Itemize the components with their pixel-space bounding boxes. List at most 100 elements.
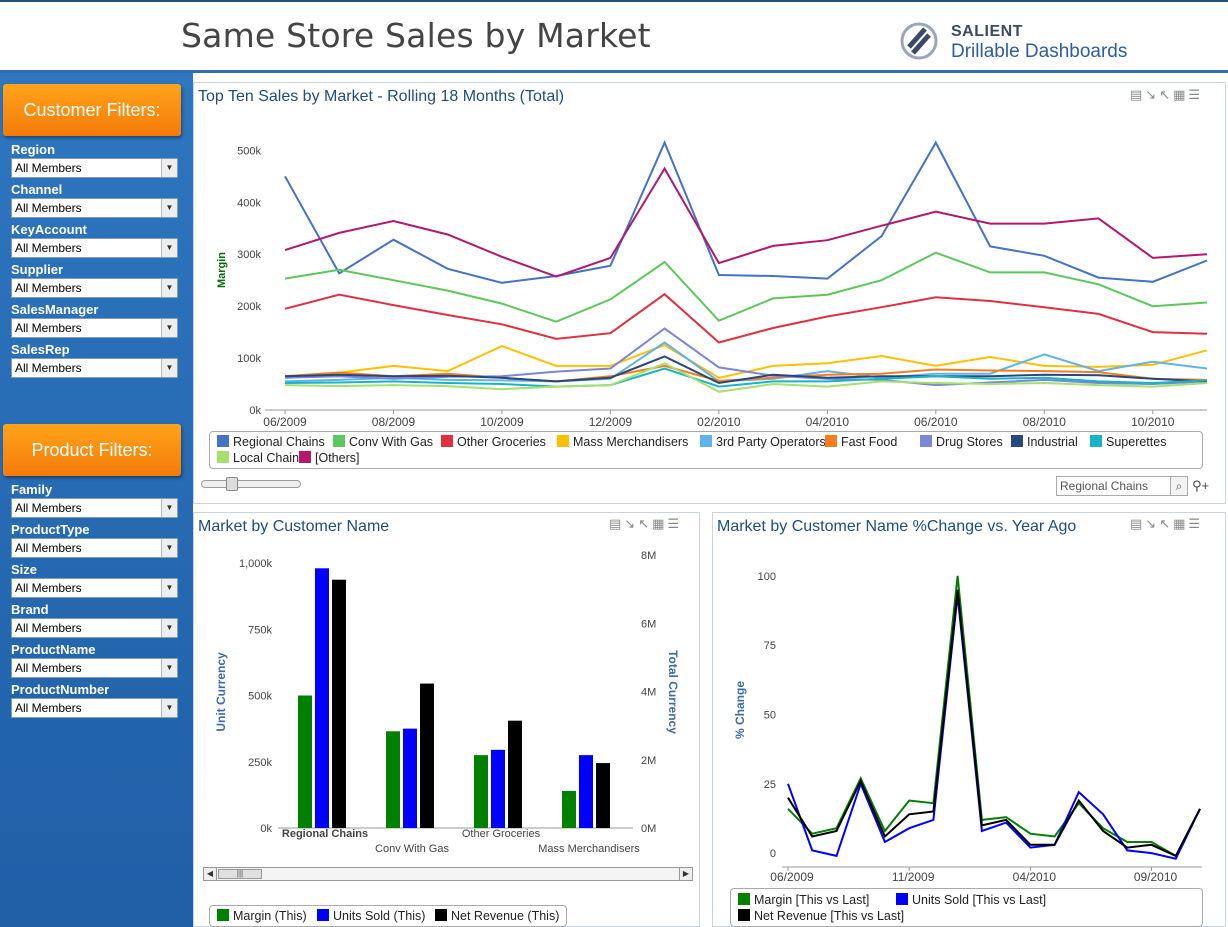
category-label[interactable]: Other Groceries: [462, 828, 541, 840]
category-label[interactable]: Regional Chains: [282, 828, 368, 840]
chevron-down-icon[interactable]: ▼: [161, 199, 177, 217]
legend-item-industrial[interactable]: Industrial: [1011, 435, 1078, 449]
slider-handle[interactable]: [226, 477, 238, 491]
category-label[interactable]: Conv With Gas: [375, 843, 449, 855]
series-line-regional-chains[interactable]: [284, 140, 1208, 284]
legend-item-margin-this[interactable]: Margin (This): [217, 909, 307, 923]
bar-units-sold-this-regional-chains[interactable]: [315, 568, 329, 828]
drill-up-icon[interactable]: ↖: [1159, 87, 1171, 102]
filter-select-brand[interactable]: All Members ▼: [11, 618, 178, 638]
filter-value: All Members: [15, 201, 82, 215]
chevron-down-icon[interactable]: ▼: [161, 579, 177, 597]
filter-select-family[interactable]: All Members ▼: [11, 498, 178, 518]
filter-select-keyaccount[interactable]: All Members ▼: [11, 238, 178, 258]
pct-change-chart: 0 25 50 75 100 % Change 06/2009 11/2009 04/2010 0…: [733, 571, 1202, 884]
chevron-down-icon[interactable]: ▼: [161, 539, 177, 557]
legend-item-local-chains[interactable]: Local Chains: [217, 451, 305, 465]
bar-units-sold-this-mass-merchandisers[interactable]: [579, 755, 593, 828]
bar-net-revenue-this-other-groceries[interactable]: [508, 720, 522, 828]
time-range-slider[interactable]: [201, 477, 301, 491]
series-line-superettes[interactable]: [284, 367, 1208, 388]
filter-select-productnumber[interactable]: All Members ▼: [11, 698, 178, 718]
legend-item-units-sold-this-vs-last[interactable]: Units Sold [This vs Last]: [896, 893, 1046, 907]
bar-net-revenue-this-regional-chains[interactable]: [332, 579, 346, 828]
category-label[interactable]: Mass Merchandisers: [538, 843, 640, 855]
legend-item-units-sold-this[interactable]: Units Sold (This): [317, 909, 425, 923]
legend-item-other-groceries[interactable]: Other Groceries: [441, 435, 546, 449]
legend-item-conv-with-gas[interactable]: Conv With Gas: [333, 435, 433, 449]
search-icon[interactable]: ⌕: [1170, 476, 1188, 496]
export-icon[interactable]: ▤: [609, 516, 622, 531]
series-line-net-revenue-this-vs-last[interactable]: [787, 589, 1201, 858]
chevron-down-icon[interactable]: ▼: [161, 279, 177, 297]
menu-icon[interactable]: ☰: [667, 516, 680, 531]
scroll-left-icon[interactable]: ◀: [204, 868, 217, 880]
series-line-conv-with-gas[interactable]: [284, 251, 1208, 323]
drill-up-icon[interactable]: ↖: [1159, 516, 1171, 531]
product-filters-button[interactable]: Product Filters:: [3, 424, 181, 476]
chevron-down-icon[interactable]: ▼: [161, 359, 177, 377]
series-line-local-chains[interactable]: [284, 362, 1208, 393]
filter-label-producttype: ProductType: [11, 522, 90, 537]
drill-down-icon[interactable]: ↘: [624, 516, 636, 531]
grid-view-icon[interactable]: ▦: [1173, 516, 1186, 531]
legend-item-regional-chains[interactable]: Regional Chains: [217, 435, 325, 449]
bar-margin-this-other-groceries[interactable]: [474, 755, 488, 828]
horizontal-scrollbar[interactable]: ◀ ||| ▶: [203, 867, 693, 881]
drill-down-icon[interactable]: ↘: [1145, 516, 1157, 531]
legend-item-fast-food[interactable]: Fast Food: [825, 435, 897, 449]
filter-select-channel[interactable]: All Members ▼: [11, 198, 178, 218]
legend-item-drug-stores[interactable]: Drug Stores: [920, 435, 1003, 449]
series-line-drug-stores[interactable]: [284, 327, 1208, 387]
bar-units-sold-this-conv-with-gas[interactable]: [403, 728, 417, 828]
legend-item-3rd-party-operators[interactable]: 3rd Party Operators: [700, 435, 826, 449]
grid-view-icon[interactable]: ▦: [1173, 87, 1186, 102]
legend-item-margin-this-vs-last[interactable]: Margin [This vs Last]: [738, 893, 869, 907]
chevron-down-icon[interactable]: ▼: [161, 499, 177, 517]
chevron-down-icon[interactable]: ▼: [161, 699, 177, 717]
legend-item-net-revenue-this-vs-last[interactable]: Net Revenue [This vs Last]: [738, 909, 904, 923]
y-tick-label: 500k: [248, 691, 272, 703]
legend-item-net-revenue-this[interactable]: Net Revenue (This): [435, 909, 559, 923]
filter-select-salesrep[interactable]: All Members ▼: [11, 358, 178, 378]
scroll-right-icon[interactable]: ▶: [679, 868, 692, 880]
menu-icon[interactable]: ☰: [1188, 87, 1201, 102]
series-line-margin-this-vs-last[interactable]: [787, 575, 1201, 858]
right-panel-title: Market by Customer Name %Change vs. Year…: [717, 518, 1077, 535]
menu-icon[interactable]: ☰: [1188, 516, 1201, 531]
chevron-down-icon[interactable]: ▼: [161, 619, 177, 637]
filter-select-region[interactable]: All Members ▼: [11, 158, 178, 178]
chevron-down-icon[interactable]: ▼: [161, 239, 177, 257]
chevron-down-icon[interactable]: ▼: [161, 659, 177, 677]
export-icon[interactable]: ▤: [1130, 87, 1143, 102]
legend-item-others[interactable]: [Others]: [299, 451, 359, 465]
bar-margin-this-conv-with-gas[interactable]: [386, 731, 400, 828]
drill-down-icon[interactable]: ↘: [1145, 87, 1157, 102]
chevron-down-icon[interactable]: ▼: [161, 319, 177, 337]
series-line-units-sold-this-vs-last[interactable]: [787, 595, 1201, 860]
filter-select-size[interactable]: All Members ▼: [11, 578, 178, 598]
series-line-others[interactable]: [284, 166, 1208, 278]
filter-select-productname[interactable]: All Members ▼: [11, 658, 178, 678]
bar-net-revenue-this-mass-merchandisers[interactable]: [596, 763, 610, 828]
filter-select-salesmanager[interactable]: All Members ▼: [11, 318, 178, 338]
legend-item-mass-merchandisers[interactable]: Mass Merchandisers: [557, 435, 688, 449]
customer-filters-button[interactable]: Customer Filters:: [3, 84, 181, 136]
filter-select-producttype[interactable]: All Members ▼: [11, 538, 178, 558]
y-tick-label: 75: [764, 640, 776, 652]
add-member-icon[interactable]: ⚲+: [1192, 478, 1210, 493]
series-line-other-groceries[interactable]: [284, 292, 1208, 344]
market-search-input[interactable]: Regional Chains ⌕: [1056, 476, 1188, 496]
series-line-industrial[interactable]: [284, 355, 1208, 385]
scroll-thumb[interactable]: |||: [218, 869, 262, 879]
legend-item-superettes[interactable]: Superettes: [1090, 435, 1166, 449]
export-icon[interactable]: ▤: [1130, 516, 1143, 531]
drill-up-icon[interactable]: ↖: [638, 516, 650, 531]
bar-units-sold-this-other-groceries[interactable]: [491, 749, 505, 828]
grid-view-icon[interactable]: ▦: [652, 516, 665, 531]
chevron-down-icon[interactable]: ▼: [161, 159, 177, 177]
filter-select-supplier[interactable]: All Members ▼: [11, 278, 178, 298]
bar-net-revenue-this-conv-with-gas[interactable]: [420, 683, 434, 828]
bar-margin-this-mass-merchandisers[interactable]: [562, 790, 576, 828]
bar-margin-this-regional-chains[interactable]: [298, 695, 312, 829]
